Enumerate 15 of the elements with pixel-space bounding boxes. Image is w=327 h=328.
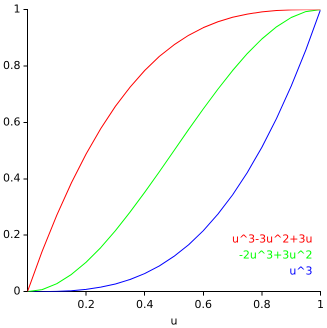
text: u^3 [289,264,312,278]
x-tick-label: 0.6 [194,298,212,312]
x-tick-label: 0.2 [77,298,95,312]
y-tick-label: 0.4 [2,172,20,185]
y-tick-label: 0.8 [2,58,20,72]
x-tick-label: 1 [317,298,324,312]
y-tick-label: 0 [13,284,20,298]
x-tick-label: 0.4 [136,298,154,312]
x-axis-title: u [170,314,178,328]
y-tick-label: 0.6 [2,115,20,128]
y-tick-label: 0.2 [2,228,20,242]
text: u^3-3u^2+3u [232,232,312,246]
text: -2u^3+3u^2 [238,248,312,262]
y-tick-label: 1 [13,2,20,16]
x-tick-label: 0.8 [253,298,271,312]
